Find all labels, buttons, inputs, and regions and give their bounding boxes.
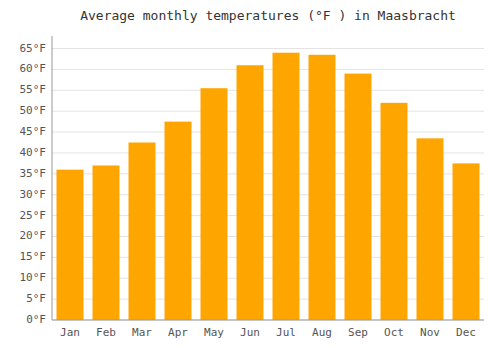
y-tick-label: 35°F	[20, 167, 47, 180]
x-tick-label: Aug	[312, 326, 332, 339]
y-axis-line	[52, 36, 53, 320]
grid-line	[52, 320, 484, 321]
y-tick-label: 30°F	[20, 188, 47, 201]
y-tick-label: 20°F	[20, 229, 47, 242]
page: {"chart_data": {"type": "bar", "title": …	[0, 0, 500, 350]
bar	[309, 55, 336, 320]
bar	[453, 163, 480, 320]
bar	[417, 138, 444, 320]
grid-line	[52, 48, 484, 49]
grid	[52, 49, 484, 320]
bar	[237, 65, 264, 320]
x-tick-label: Nov	[420, 326, 440, 339]
grid-line	[52, 90, 484, 91]
bar	[381, 103, 408, 320]
x-tick-label: Jun	[240, 326, 260, 339]
bar	[345, 74, 372, 320]
y-tick-label: 45°F	[20, 125, 47, 138]
bar	[201, 88, 228, 320]
grid-line	[52, 69, 484, 70]
x-tick-label: Mar	[132, 326, 152, 339]
y-tick-label: 50°F	[20, 104, 47, 117]
x-tick-label: Feb	[96, 326, 116, 339]
x-tick-label: Jan	[60, 326, 80, 339]
y-tick-label: 15°F	[20, 250, 47, 263]
bars	[57, 53, 480, 320]
y-tick-label: 0°F	[26, 313, 46, 326]
x-tick-label: May	[204, 326, 224, 339]
y-tick-label: 65°F	[20, 42, 47, 55]
bar	[273, 53, 300, 320]
x-tick-labels: Jan Feb Mar Apr May Jun Jul Aug Sep Oct Nov Dec	[60, 326, 476, 339]
y-tick-label: 55°F	[20, 83, 47, 96]
chart: Average monthly temperatures (°F ) in Ma…	[0, 0, 500, 350]
y-tick-labels: 0°F 5°F 10°F 15°F 20°F 25°F 30°F 35°F 40°F 45°F 50…	[20, 42, 47, 326]
y-tick-label: 40°F	[20, 146, 47, 159]
x-tick-label: Apr	[168, 326, 188, 339]
x-axis-line	[52, 320, 484, 321]
bar	[57, 170, 84, 320]
x-tick-label: Sep	[348, 326, 368, 339]
y-tick-label: 25°F	[20, 209, 47, 222]
x-tick-label: Oct	[384, 326, 404, 339]
y-tick-label: 5°F	[26, 292, 46, 305]
bar	[129, 143, 156, 321]
x-tick-label: Dec	[456, 326, 476, 339]
title: Average monthly temperatures (°F ) in Ma…	[80, 8, 456, 23]
bar	[93, 165, 120, 320]
x-tick-label: Jul	[276, 326, 296, 339]
y-tick-label: 10°F	[20, 271, 47, 284]
grid-line	[52, 111, 484, 112]
bar	[165, 122, 192, 320]
y-tick-label: 60°F	[20, 62, 47, 75]
grid-line	[52, 132, 484, 133]
